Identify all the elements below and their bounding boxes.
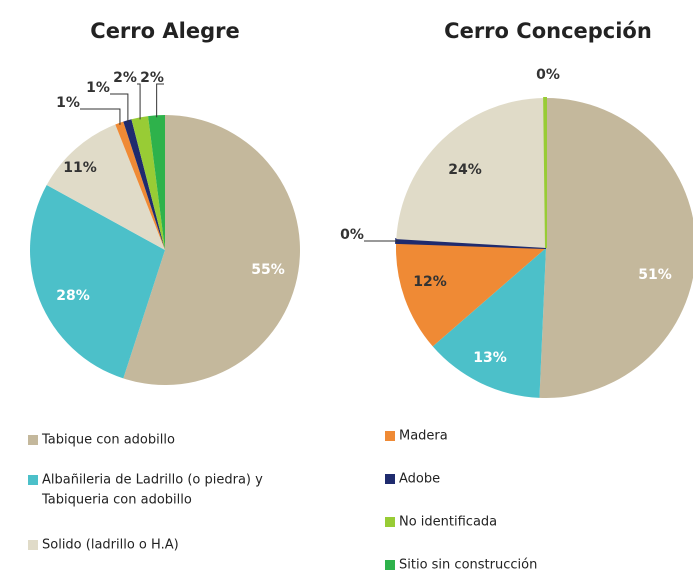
legend-label: Tabique con adobillo xyxy=(41,433,175,448)
leader-line xyxy=(80,108,121,125)
legend-label: No identificada xyxy=(399,515,497,530)
pie-slice xyxy=(131,116,165,250)
value-label: 51% xyxy=(638,267,672,283)
value-label: 0% xyxy=(340,227,364,243)
legend-label: Albañileria de Ladrillo (o piedra) y xyxy=(42,473,263,488)
legend-swatch xyxy=(385,517,395,527)
value-label: 11% xyxy=(63,160,97,176)
value-label: 12% xyxy=(413,274,447,290)
value-label: 2% xyxy=(140,70,164,86)
leader-line xyxy=(110,93,129,123)
legend-label: Madera xyxy=(399,429,448,444)
chart-title: Cerro Concepción xyxy=(444,19,652,43)
pie-slice xyxy=(543,96,547,249)
value-label: 2% xyxy=(113,70,137,86)
value-label: 1% xyxy=(86,80,110,96)
pie-slice xyxy=(123,119,165,250)
legend-swatch xyxy=(28,540,38,550)
pie-slice xyxy=(115,121,165,251)
value-label: 24% xyxy=(448,162,482,178)
pie-slice xyxy=(432,248,546,398)
legend-label: Adobe xyxy=(399,472,440,487)
pie-slice xyxy=(123,115,300,386)
pie-slice xyxy=(46,124,166,250)
pie-slice xyxy=(29,184,165,379)
value-label: 55% xyxy=(251,262,285,278)
value-label: 13% xyxy=(473,350,507,366)
legend-label: Sitio sin construcción xyxy=(399,558,537,573)
leader-line xyxy=(137,83,141,120)
legend-swatch xyxy=(385,431,395,441)
legend-label: Tabiqueria con adobillo xyxy=(41,493,192,508)
pie-slice xyxy=(396,98,546,248)
leader-line xyxy=(156,83,164,118)
value-label: 28% xyxy=(56,288,90,304)
legend-swatch xyxy=(385,560,395,570)
chart-title: Cerro Alegre xyxy=(90,19,239,43)
legend-swatch xyxy=(28,475,38,485)
pie-slice xyxy=(396,242,546,347)
value-label: 0% xyxy=(536,67,560,83)
legend-label: Solido (ladrillo o H.A) xyxy=(42,538,179,553)
value-label: 1% xyxy=(56,95,80,111)
pie-slice xyxy=(148,115,165,250)
pie-slice xyxy=(539,98,693,398)
legend-swatch xyxy=(28,435,38,445)
legend-swatch xyxy=(385,474,395,484)
